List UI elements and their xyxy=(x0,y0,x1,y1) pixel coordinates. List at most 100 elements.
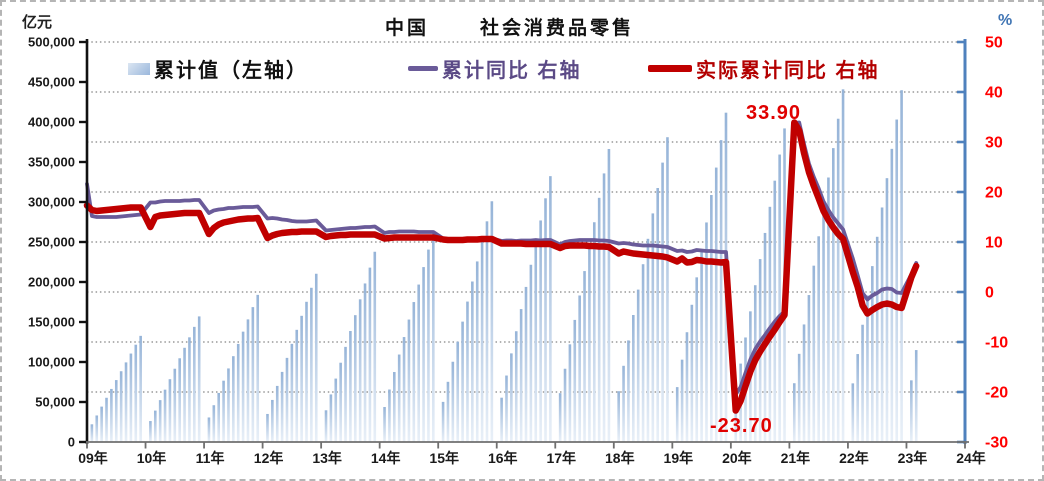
x-axis-tick-label: 24年 xyxy=(956,450,986,466)
bar xyxy=(822,206,825,442)
left-axis-tick-label: 150,000 xyxy=(28,315,75,330)
bar xyxy=(105,397,108,442)
bar xyxy=(666,137,669,443)
left-axis-unit-label: 亿元 xyxy=(22,14,53,31)
bar xyxy=(280,371,284,442)
bar xyxy=(812,265,816,442)
bar xyxy=(188,337,191,442)
bar xyxy=(168,379,172,442)
bar xyxy=(632,315,635,442)
bar xyxy=(602,173,606,442)
bar xyxy=(163,389,167,442)
bar xyxy=(563,368,567,442)
bar xyxy=(139,335,142,442)
bar xyxy=(836,118,840,442)
bar xyxy=(856,354,859,442)
bar xyxy=(402,337,406,442)
bar xyxy=(334,378,338,442)
bar xyxy=(305,301,308,442)
bar xyxy=(661,162,664,442)
bar xyxy=(422,267,425,442)
bar xyxy=(641,264,645,442)
bar xyxy=(124,362,128,442)
bar xyxy=(373,251,377,442)
bar xyxy=(617,391,620,442)
bar xyxy=(129,353,133,442)
bar xyxy=(500,397,503,442)
bar xyxy=(841,89,845,442)
bar xyxy=(363,283,367,442)
bar xyxy=(475,261,479,442)
bar xyxy=(875,236,879,442)
bar xyxy=(417,284,420,442)
right-axis-tick-label: 10 xyxy=(985,235,1003,252)
x-axis-tick-label: 12年 xyxy=(254,450,284,466)
bar xyxy=(344,346,347,442)
x-axis-tick-label: 11年 xyxy=(196,450,225,466)
red-line-swatch-icon xyxy=(648,65,692,72)
bar xyxy=(524,286,528,442)
bar xyxy=(719,140,723,442)
bar xyxy=(778,154,781,443)
bar xyxy=(217,392,220,442)
bar xyxy=(505,375,508,442)
bar xyxy=(295,329,299,442)
bar xyxy=(461,321,464,442)
left-axis-tick-label: 100,000 xyxy=(28,355,75,370)
legend-label-cumulative-value: 累计值（左轴） xyxy=(154,60,308,82)
bar xyxy=(866,295,869,442)
bar xyxy=(193,326,196,442)
bar xyxy=(714,167,718,442)
bar xyxy=(466,301,469,442)
x-axis-tick-label: 13年 xyxy=(312,450,342,466)
bar xyxy=(100,406,103,442)
bar xyxy=(119,371,123,442)
bar xyxy=(568,344,572,442)
page-title-subject: 社会消费品零售 xyxy=(480,18,635,39)
bar xyxy=(397,354,401,442)
legend-label-real-cumulative-yoy: 实际累计同比 右轴 xyxy=(696,60,880,82)
bar xyxy=(539,220,542,442)
bar xyxy=(290,343,294,442)
bar xyxy=(851,383,855,442)
bar xyxy=(529,264,533,442)
bar xyxy=(412,302,416,442)
legend-item-cumulative-yoy: 累计同比 右轴 xyxy=(408,54,582,83)
left-axis-tick-label: 500,000 xyxy=(28,35,75,50)
bar xyxy=(251,307,255,442)
x-axis-tick-label: 16年 xyxy=(488,450,518,466)
bar xyxy=(207,417,211,442)
bar xyxy=(173,368,177,442)
bar xyxy=(300,315,303,442)
x-axis-tick-label: 18年 xyxy=(605,450,635,466)
bar xyxy=(607,148,611,442)
bar xyxy=(183,347,186,442)
bar xyxy=(114,380,118,442)
legend-label-cumulative-yoy: 累计同比 右轴 xyxy=(442,60,582,82)
bar xyxy=(349,331,352,442)
bar xyxy=(583,271,586,442)
x-axis-tick-label: 20年 xyxy=(722,450,752,466)
x-axis-tick-label: 15年 xyxy=(429,450,459,466)
left-axis-tick-label: 250,000 xyxy=(28,235,75,250)
left-axis-tick-label: 450,000 xyxy=(28,75,75,90)
bar xyxy=(383,407,386,442)
bar xyxy=(675,387,679,442)
right-axis-tick-label: 0 xyxy=(985,285,994,302)
bar xyxy=(588,246,591,442)
right-axis-tick-label: 30 xyxy=(985,135,1003,152)
annotation-peak-value: 33.90 xyxy=(746,102,802,124)
bar xyxy=(310,287,313,442)
bar xyxy=(153,410,157,442)
bar xyxy=(558,393,562,442)
bar xyxy=(329,394,333,442)
bar xyxy=(285,357,289,442)
bar xyxy=(256,294,260,442)
x-axis-tick-label: 21年 xyxy=(781,450,811,466)
bar xyxy=(227,368,230,442)
right-axis-tick-label: 40 xyxy=(985,85,1003,102)
bar xyxy=(90,424,94,442)
bar xyxy=(680,359,684,442)
